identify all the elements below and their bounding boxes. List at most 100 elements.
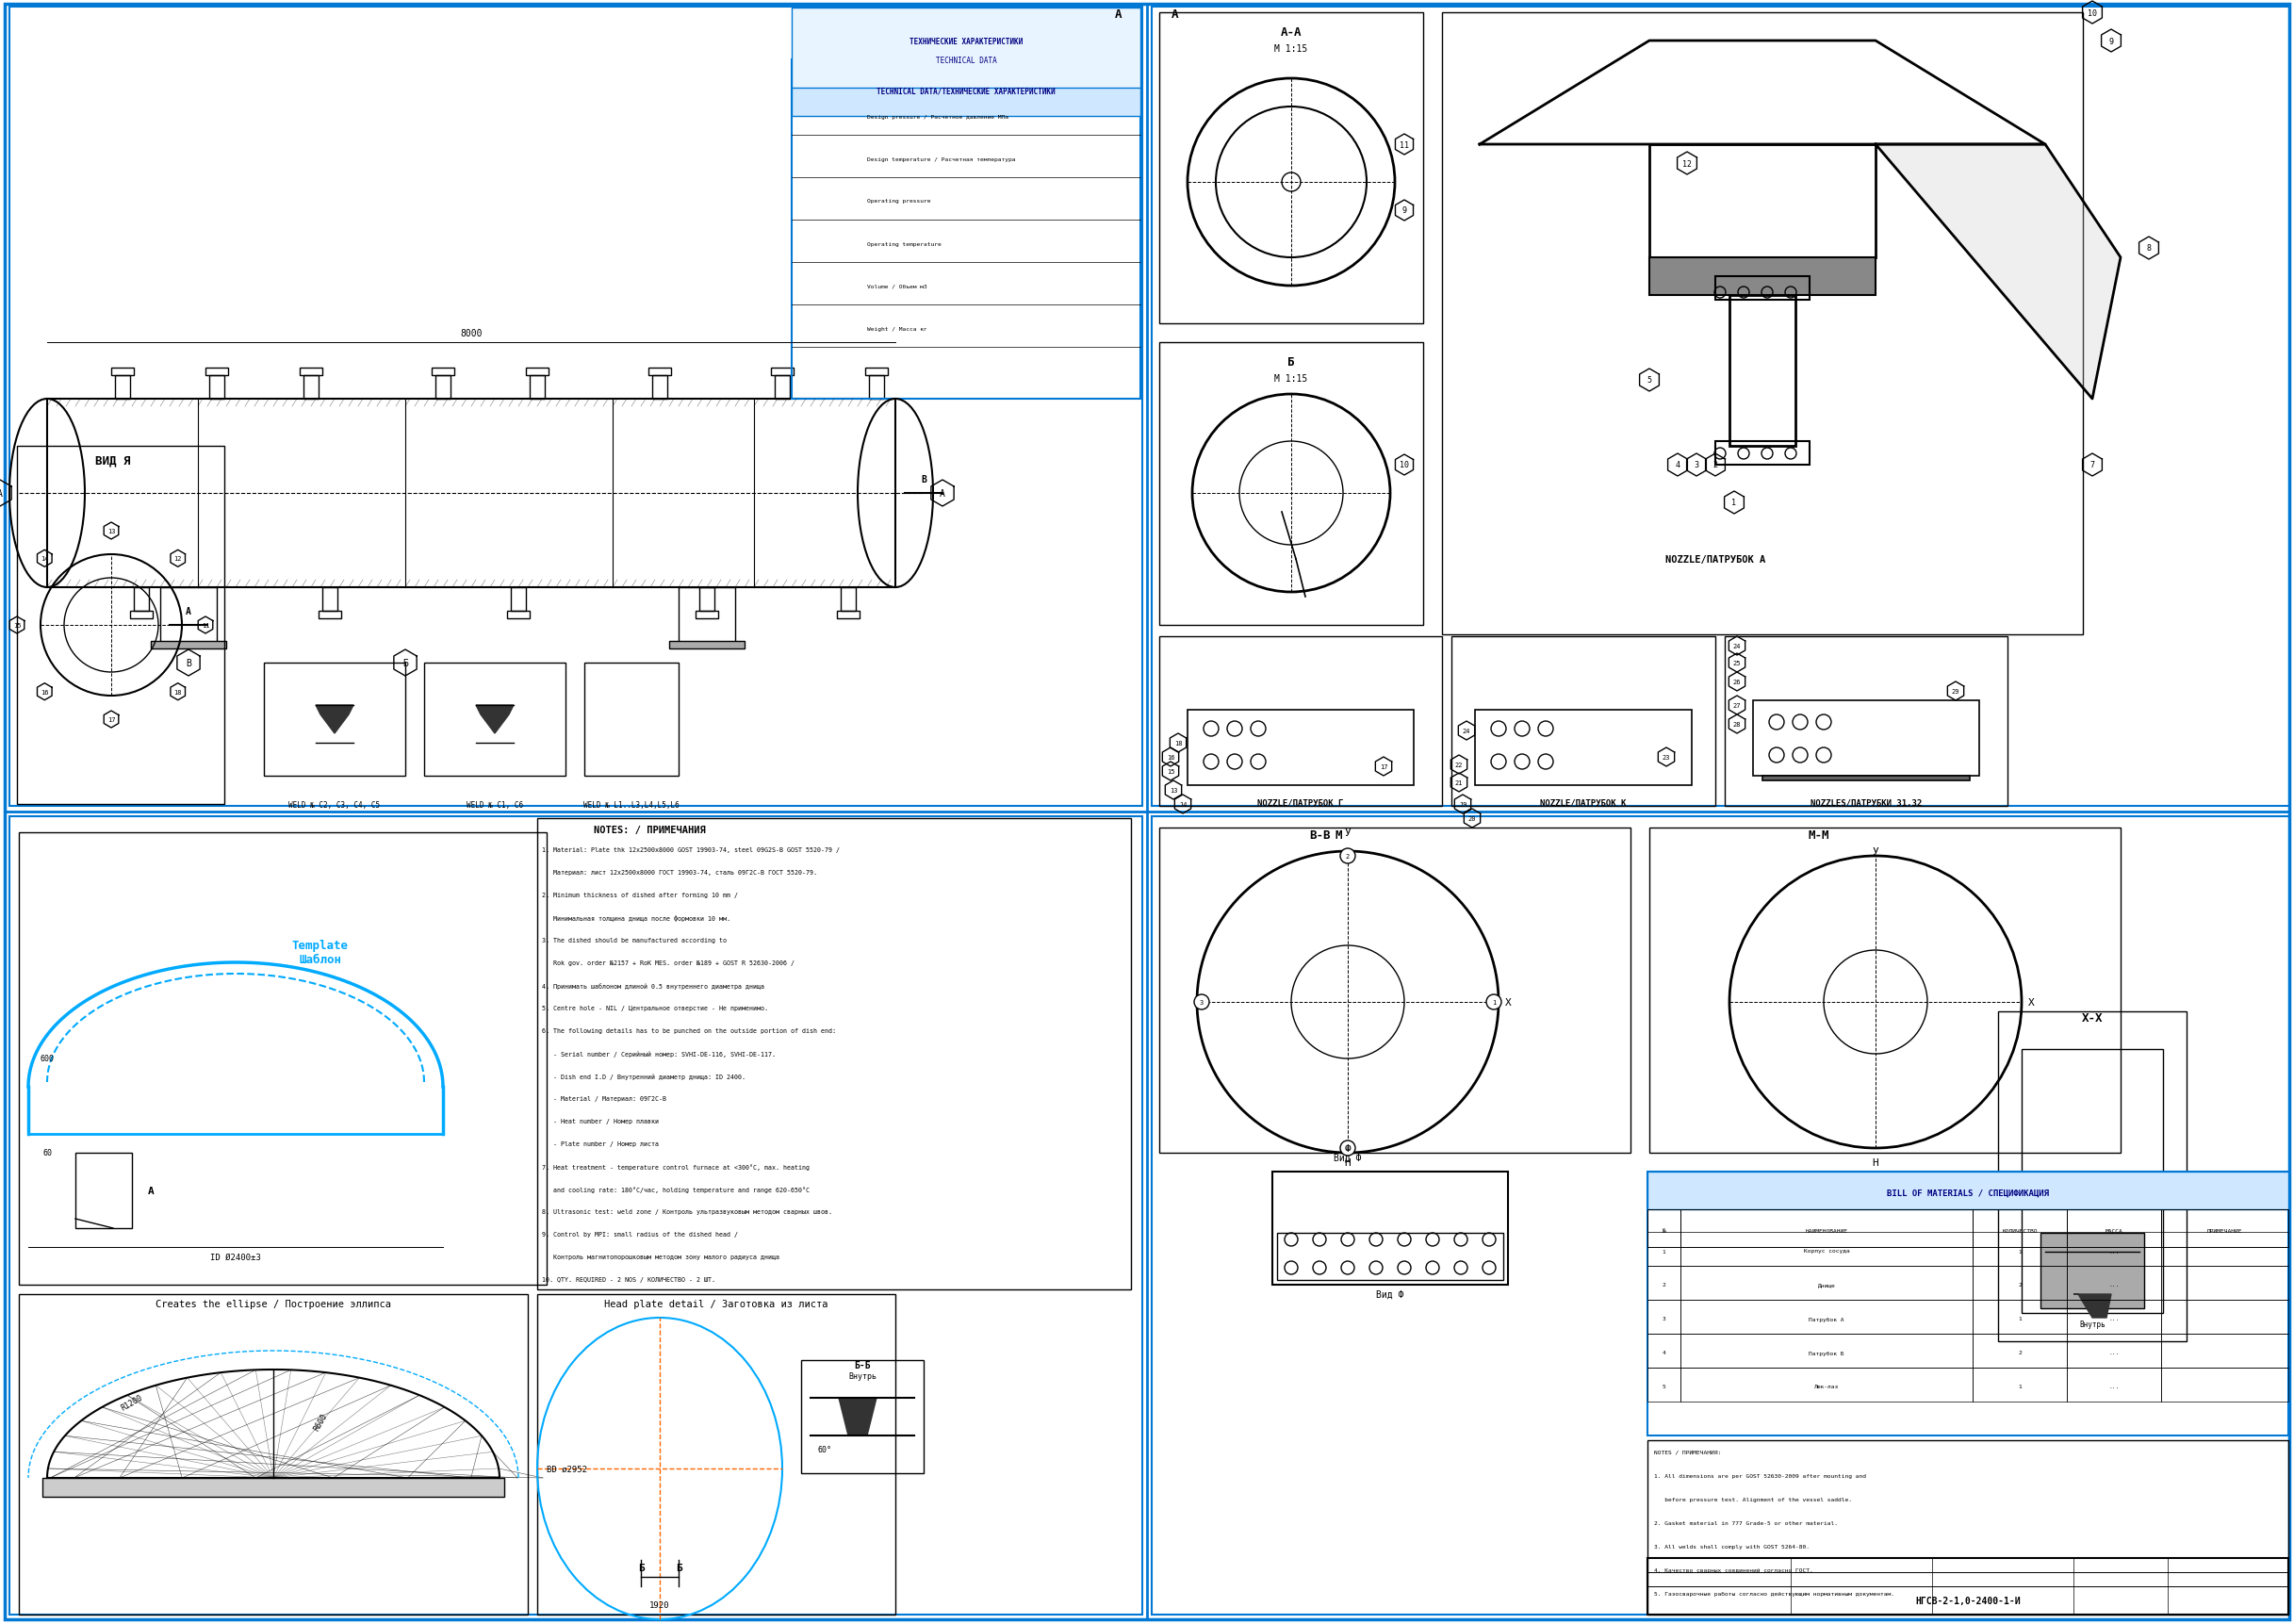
Text: Вид Ф: Вид Ф xyxy=(1376,1289,1404,1299)
Text: 600: 600 xyxy=(39,1054,55,1064)
Text: NOTES: / ПРИМЕЧАНИЯ: NOTES: / ПРИМЕЧАНИЯ xyxy=(594,825,707,835)
Text: - Plate number / Номер листа: - Plate number / Номер листа xyxy=(541,1140,658,1147)
Text: 3. All welds shall comply with GOST 5264-80.: 3. All welds shall comply with GOST 5264… xyxy=(1654,1544,1810,1549)
Text: 4. Принимать шаблоном длиной 0.5 внутреннего диаметра днища: 4. Принимать шаблоном длиной 0.5 внутрен… xyxy=(541,983,764,989)
Text: 18: 18 xyxy=(1175,741,1181,745)
Text: НАИМЕНОВАНИЕ: НАИМЕНОВАНИЕ xyxy=(1805,1228,1847,1233)
Text: 9: 9 xyxy=(2108,37,2113,45)
Bar xyxy=(775,375,789,400)
Bar xyxy=(209,375,225,400)
Text: Rok gov. order №2157 + RoK MES. order №189 + GOST R 52630-2006 /: Rok gov. order №2157 + RoK MES. order №1… xyxy=(541,960,794,966)
Bar xyxy=(1973,1333,2067,1367)
Text: 24: 24 xyxy=(1732,643,1741,650)
Text: 15: 15 xyxy=(14,622,21,628)
Bar xyxy=(1682,1210,1973,1247)
Text: - Serial number / Серийный номер: SVHI-DE-116, SVHI-DE-117.: - Serial number / Серийный номер: SVHI-D… xyxy=(541,1051,775,1057)
Bar xyxy=(1647,1440,2289,1614)
Text: НГСВ-2-1,0-2400-1-И: НГСВ-2-1,0-2400-1-И xyxy=(1915,1596,2021,1605)
Bar xyxy=(2161,1210,2289,1247)
Bar xyxy=(2161,1299,2289,1333)
Text: 14: 14 xyxy=(41,555,48,562)
Bar xyxy=(1152,817,2289,1614)
Text: 2: 2 xyxy=(1347,854,1349,859)
Bar xyxy=(1973,1210,2067,1247)
Bar xyxy=(585,663,679,776)
Text: R1200: R1200 xyxy=(119,1393,145,1413)
Bar xyxy=(837,611,860,619)
Text: 3: 3 xyxy=(1663,1317,1665,1322)
Text: - Material / Материал: 09Г2С-В: - Material / Материал: 09Г2С-В xyxy=(541,1096,665,1101)
Bar xyxy=(9,8,1142,807)
Text: Корпус сосуда: Корпус сосуда xyxy=(1803,1249,1849,1254)
Polygon shape xyxy=(1876,145,2120,400)
Text: 5: 5 xyxy=(1647,377,1652,385)
Text: 4: 4 xyxy=(1347,1145,1349,1151)
Text: 5. Centre hole - NIL / Центральное отверстие - Не применимо.: 5. Centre hole - NIL / Центральное отвер… xyxy=(541,1005,768,1010)
Text: №: № xyxy=(1663,1228,1665,1233)
Text: 1: 1 xyxy=(1491,999,1496,1005)
Text: ...: ... xyxy=(2108,1317,2120,1322)
Bar xyxy=(2161,1233,2289,1267)
Text: M-M: M-M xyxy=(1808,828,1831,841)
Bar xyxy=(1682,1367,1973,1402)
Text: 23: 23 xyxy=(1663,755,1670,760)
Text: 2: 2 xyxy=(2019,1283,2021,1288)
Text: Днище: Днище xyxy=(1817,1283,1835,1288)
Text: B: B xyxy=(920,474,927,484)
Text: Template: Template xyxy=(291,940,349,952)
Bar xyxy=(161,588,216,645)
Text: 16: 16 xyxy=(41,689,48,695)
Bar xyxy=(840,588,856,611)
Text: 6. The following details has to be punched on the outside portion of dish end:: 6. The following details has to be punch… xyxy=(541,1028,835,1033)
Text: Внутрь: Внутрь xyxy=(2078,1320,2106,1328)
Text: B: B xyxy=(186,658,190,667)
Text: 22: 22 xyxy=(1454,762,1464,768)
Bar xyxy=(18,833,546,1285)
Text: Volume / Объем м3: Volume / Объем м3 xyxy=(867,284,927,289)
Polygon shape xyxy=(2074,1294,2110,1317)
Text: Патрубок Б: Патрубок Б xyxy=(1810,1350,1844,1354)
Bar xyxy=(791,60,1140,117)
Bar xyxy=(1716,278,1810,300)
Text: 14: 14 xyxy=(1179,802,1186,807)
Text: 1: 1 xyxy=(2019,1317,2021,1322)
Bar xyxy=(791,60,1140,400)
Text: Б: Б xyxy=(401,658,408,667)
Circle shape xyxy=(1340,1140,1356,1156)
Text: 2. Minimum thickness of dished after forming 10 mm /: 2. Minimum thickness of dished after for… xyxy=(541,892,739,898)
Text: 9. Control by MPI: small radius of the dished head /: 9. Control by MPI: small radius of the d… xyxy=(541,1231,739,1237)
Bar xyxy=(791,8,1140,89)
Bar xyxy=(869,375,883,400)
Bar xyxy=(1647,1173,2289,1210)
Bar xyxy=(537,1294,895,1614)
Bar xyxy=(2067,1210,2161,1247)
Text: ВD ø2952: ВD ø2952 xyxy=(546,1465,587,1473)
Bar xyxy=(1682,1299,1973,1333)
Text: 2: 2 xyxy=(1714,461,1718,469)
Bar xyxy=(1647,1210,1682,1247)
Bar xyxy=(1647,1367,1682,1402)
Bar xyxy=(431,369,454,375)
Text: 4. Качество сварных соединений согласно ГОСТ.: 4. Качество сварных соединений согласно … xyxy=(1654,1567,1812,1572)
Text: M: M xyxy=(1335,828,1342,841)
Text: 13: 13 xyxy=(108,528,115,534)
Text: 13: 13 xyxy=(1170,788,1177,793)
Text: - Dish end I.D / Внутренний диаметр днища: ID 2400.: - Dish end I.D / Внутренний диаметр днищ… xyxy=(541,1073,746,1078)
Bar xyxy=(1682,1233,1973,1267)
Text: Weight / Масса кг: Weight / Масса кг xyxy=(867,326,927,331)
Bar xyxy=(1973,1267,2067,1299)
Text: WELD № C2, C3, C4, C5: WELD № C2, C3, C4, C5 xyxy=(289,801,381,809)
Text: ...: ... xyxy=(2108,1249,2120,1254)
Text: A: A xyxy=(147,1186,154,1195)
Bar xyxy=(48,400,895,588)
Text: NOZZLE/ПАТРУБОК А: NOZZLE/ПАТРУБОК А xyxy=(1665,555,1766,564)
Text: М 1:15: М 1:15 xyxy=(1275,374,1308,383)
Text: Design temperature / Расчетная температура: Design temperature / Расчетная температу… xyxy=(867,158,1016,161)
Text: У: У xyxy=(1344,828,1351,838)
Polygon shape xyxy=(475,705,514,734)
Bar xyxy=(323,588,337,611)
Bar xyxy=(1273,1173,1507,1285)
Text: 5. Газосварочные работы согласно действующим нормативным документам.: 5. Газосварочные работы согласно действу… xyxy=(1654,1592,1895,1596)
Bar xyxy=(1682,1333,1973,1367)
Text: Контроль магнитопорошковым методом зону малого радиуса днища: Контроль магнитопорошковым методом зону … xyxy=(541,1254,780,1260)
